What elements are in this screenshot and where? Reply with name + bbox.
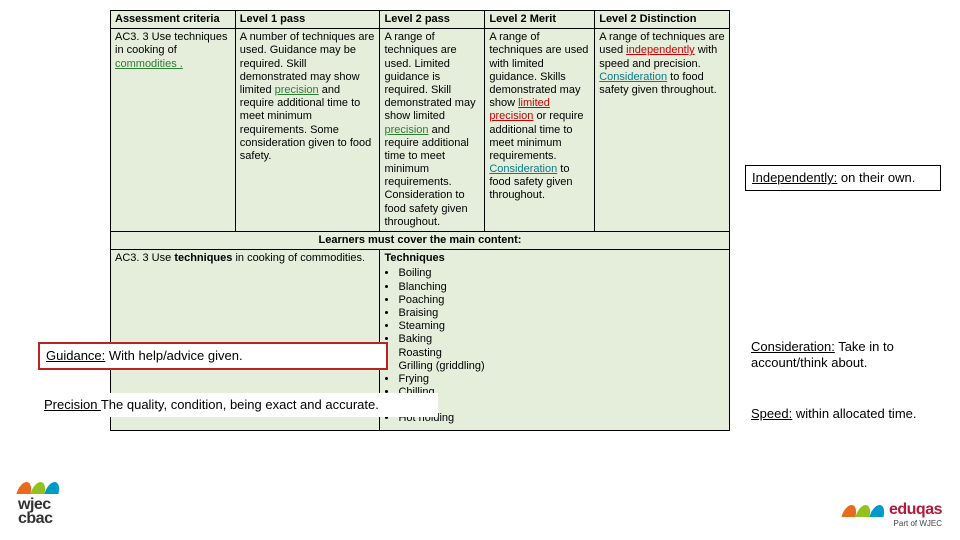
table-header-row: Assessment criteria Level 1 pass Level 2… bbox=[111, 11, 730, 29]
technique-item: Steaming bbox=[398, 320, 725, 333]
eduqas-logo: eduqas Part of WJEC bbox=[843, 501, 942, 528]
cell-l2m: A range of techniques are used with limi… bbox=[485, 29, 595, 232]
logo-stripes-icon bbox=[843, 505, 885, 517]
annotation-guidance: Guidance: With help/advice given. bbox=[38, 342, 388, 370]
th-l2d: Level 2 Distinction bbox=[595, 11, 730, 29]
cell-criteria: AC3. 3 Use techniques in cooking of comm… bbox=[111, 29, 236, 232]
techniques-header: Techniques bbox=[384, 252, 444, 264]
logo-stripes-icon bbox=[18, 482, 60, 494]
technique-item: Roasting bbox=[398, 347, 725, 360]
technique-item: Boiling bbox=[398, 267, 725, 280]
technique-item: Cooling bbox=[398, 399, 725, 412]
commodities-link[interactable]: commodities . bbox=[115, 58, 183, 70]
technique-item: Braising bbox=[398, 307, 725, 320]
annotation-consideration: Consideration: Take in to account/think … bbox=[745, 335, 941, 374]
th-l2m: Level 2 Merit bbox=[485, 11, 595, 29]
th-l1: Level 1 pass bbox=[235, 11, 380, 29]
section-header-row: Learners must cover the main content: bbox=[111, 232, 730, 250]
technique-item: Blanching bbox=[398, 281, 725, 294]
annotation-independently: Independently: on their own. bbox=[745, 165, 941, 191]
technique-item: Grilling (griddling) bbox=[398, 360, 725, 373]
technique-item: Poaching bbox=[398, 294, 725, 307]
techniques-list: BoilingBlanchingPoachingBraisingSteaming… bbox=[398, 267, 725, 425]
table-row: AC3. 3 Use techniques in cooking of comm… bbox=[111, 29, 730, 232]
wjec-logo: wjec cbac bbox=[18, 482, 60, 528]
technique-item: Hot holding bbox=[398, 412, 725, 425]
annotation-speed: Speed: within allocated time. bbox=[745, 402, 941, 426]
th-l2p: Level 2 pass bbox=[380, 11, 485, 29]
cell-l2p: A range of techniques are used. Limited … bbox=[380, 29, 485, 232]
cell-l1: A number of techniques are used. Guidanc… bbox=[235, 29, 380, 232]
annotation-precision: Precision The quality, condition, being … bbox=[38, 393, 438, 417]
technique-item: Baking bbox=[398, 333, 725, 346]
technique-item: Chilling bbox=[398, 386, 725, 399]
technique-item: Frying bbox=[398, 373, 725, 386]
cell-l2d: A range of techniques are used independe… bbox=[595, 29, 730, 232]
section-header: Learners must cover the main content: bbox=[111, 232, 730, 250]
th-criteria: Assessment criteria bbox=[111, 11, 236, 29]
